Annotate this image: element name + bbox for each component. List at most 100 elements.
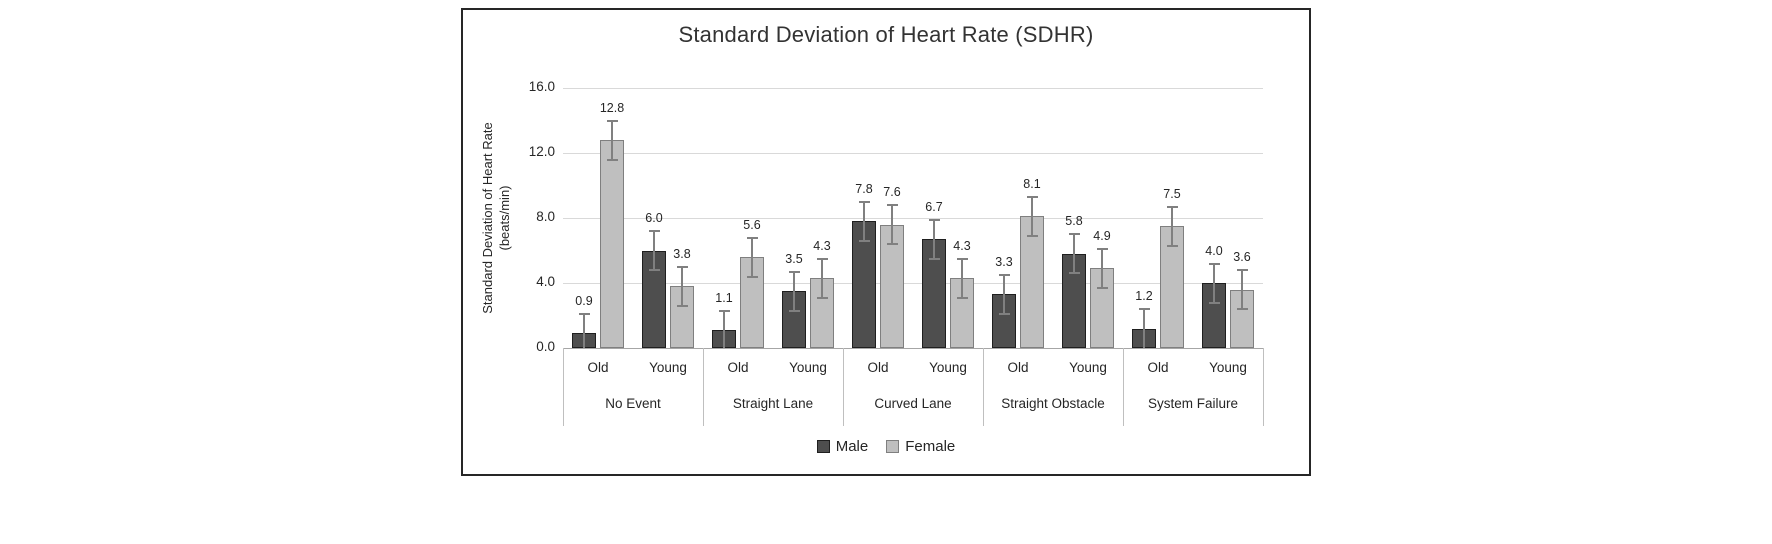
bar-value-label: 1.2 <box>1135 289 1153 303</box>
bar-value-label: 4.3 <box>813 238 831 253</box>
group-label: Curved Lane <box>874 396 952 411</box>
error-bar-line <box>891 205 893 244</box>
gridline <box>563 87 1263 89</box>
error-bar-line <box>681 266 683 306</box>
error-bar-line <box>1003 274 1005 314</box>
error-bar-cap-bottom <box>1208 301 1220 304</box>
error-bar-line <box>961 258 963 298</box>
error-bar-cap-top <box>858 200 870 203</box>
bar-female <box>1020 216 1044 348</box>
subgroup-label: Young <box>1209 360 1247 375</box>
group-separator <box>702 348 704 426</box>
subgroup-label: Old <box>1147 360 1169 375</box>
error-bar-cap-bottom <box>886 243 898 245</box>
error-bar-cap-top <box>816 257 828 260</box>
bar-female <box>600 140 624 348</box>
group-separator <box>1122 348 1124 426</box>
error-bar-cap-bottom <box>676 304 688 307</box>
bar-value-label: 7.6 <box>883 185 901 199</box>
subgroup-label: Old <box>867 360 889 375</box>
plot-area: 0.0 4.0 8.0 12.0 16.0 0.9 12.8 Old 6.0 3.8 Young No… <box>463 10 1309 474</box>
error-bar-cap-top <box>1166 205 1178 208</box>
error-bar-line <box>583 313 585 348</box>
error-bar-cap-bottom <box>1096 286 1108 289</box>
subgroup-label: Young <box>789 360 827 375</box>
error-bar-cap-bottom <box>956 296 968 299</box>
legend-swatch-female-icon <box>886 440 900 453</box>
bar-value-label: 5.6 <box>743 217 761 232</box>
bar-value-label: 3.8 <box>673 246 691 261</box>
error-bar-line <box>653 231 655 270</box>
y-tick-label: 4.0 <box>536 274 555 289</box>
legend: Male Female <box>463 438 1309 455</box>
group-separator <box>982 348 984 426</box>
error-bar-cap-bottom <box>928 257 940 260</box>
group-separator <box>1262 348 1264 426</box>
bar-value-label: 4.9 <box>1093 228 1111 243</box>
group-label: Straight Obstacle <box>1001 396 1105 411</box>
error-bar-cap-top <box>746 236 758 239</box>
legend-item-female: Female <box>886 438 955 455</box>
error-bar-line <box>933 219 935 259</box>
bar-value-label: 3.6 <box>1233 250 1251 264</box>
bar-value-label: 4.3 <box>953 238 971 253</box>
y-tick-label: 8.0 <box>536 209 555 224</box>
error-bar-cap-bottom <box>1166 244 1178 247</box>
chart-frame: Standard Deviation of Heart Rate (SDHR) … <box>461 8 1311 476</box>
bar-female <box>880 224 904 348</box>
y-tick-label: 0.0 <box>536 339 555 354</box>
legend-item-male: Male <box>816 438 869 455</box>
error-bar-cap-bottom <box>816 296 828 299</box>
bar-value-label: 5.8 <box>1065 214 1083 229</box>
error-bar-cap-bottom <box>1026 234 1038 237</box>
error-bar-line <box>723 310 725 348</box>
bar-value-label: 6.7 <box>925 199 943 214</box>
error-bar-cap-bottom <box>998 312 1010 315</box>
error-bar-cap-bottom <box>788 309 800 312</box>
y-tick-label: 12.0 <box>528 144 555 159</box>
gridline <box>563 152 1263 154</box>
error-bar-cap-top <box>578 312 590 315</box>
bar-value-label: 6.0 <box>645 211 663 225</box>
y-tick-label: 16.0 <box>528 79 555 94</box>
error-bar-cap-bottom <box>858 239 870 242</box>
legend-label-male: Male <box>835 438 869 455</box>
bar-male <box>852 221 876 348</box>
error-bar-cap-top <box>606 119 618 122</box>
subgroup-label: Young <box>929 360 967 375</box>
error-bar-cap-top <box>1026 195 1038 198</box>
group-separator <box>562 348 564 426</box>
error-bar-line <box>1241 270 1243 309</box>
error-bar-line <box>793 271 795 311</box>
error-bar-line <box>1143 309 1145 348</box>
group-label: Straight Lane <box>732 396 814 411</box>
group-label: No Event <box>605 396 661 411</box>
error-bar-cap-top <box>998 273 1010 276</box>
error-bar-cap-top <box>1236 269 1248 271</box>
error-bar-line <box>611 120 613 160</box>
error-bar-cap-bottom <box>648 269 660 271</box>
error-bar-cap-top <box>676 265 688 268</box>
error-bar-cap-bottom <box>746 275 758 278</box>
error-bar-line <box>1101 248 1103 288</box>
subgroup-label: Old <box>1007 360 1029 375</box>
bar-value-label: 12.8 <box>599 100 625 115</box>
subgroup-label: Old <box>587 360 609 375</box>
error-bar-cap-top <box>886 204 898 206</box>
error-bar-line <box>1073 234 1075 274</box>
bar-value-label: 1.1 <box>715 290 733 305</box>
error-bar-line <box>751 237 753 277</box>
error-bar-cap-bottom <box>1068 272 1080 275</box>
error-bar-line <box>1171 206 1173 246</box>
bar-value-label: 3.3 <box>995 254 1013 269</box>
bar-value-label: 4.0 <box>1205 243 1223 258</box>
error-bar-line <box>863 201 865 241</box>
chart-title: Standard Deviation of Heart Rate (SDHR) <box>678 22 1094 47</box>
error-bar-cap-top <box>1138 308 1150 310</box>
error-bar-cap-top <box>928 218 940 221</box>
error-bar-cap-top <box>718 309 730 312</box>
error-bar-cap-top <box>1068 233 1080 236</box>
bar-value-label: 8.1 <box>1023 176 1041 191</box>
error-bar-line <box>1213 263 1215 303</box>
error-bar-cap-top <box>648 230 660 232</box>
